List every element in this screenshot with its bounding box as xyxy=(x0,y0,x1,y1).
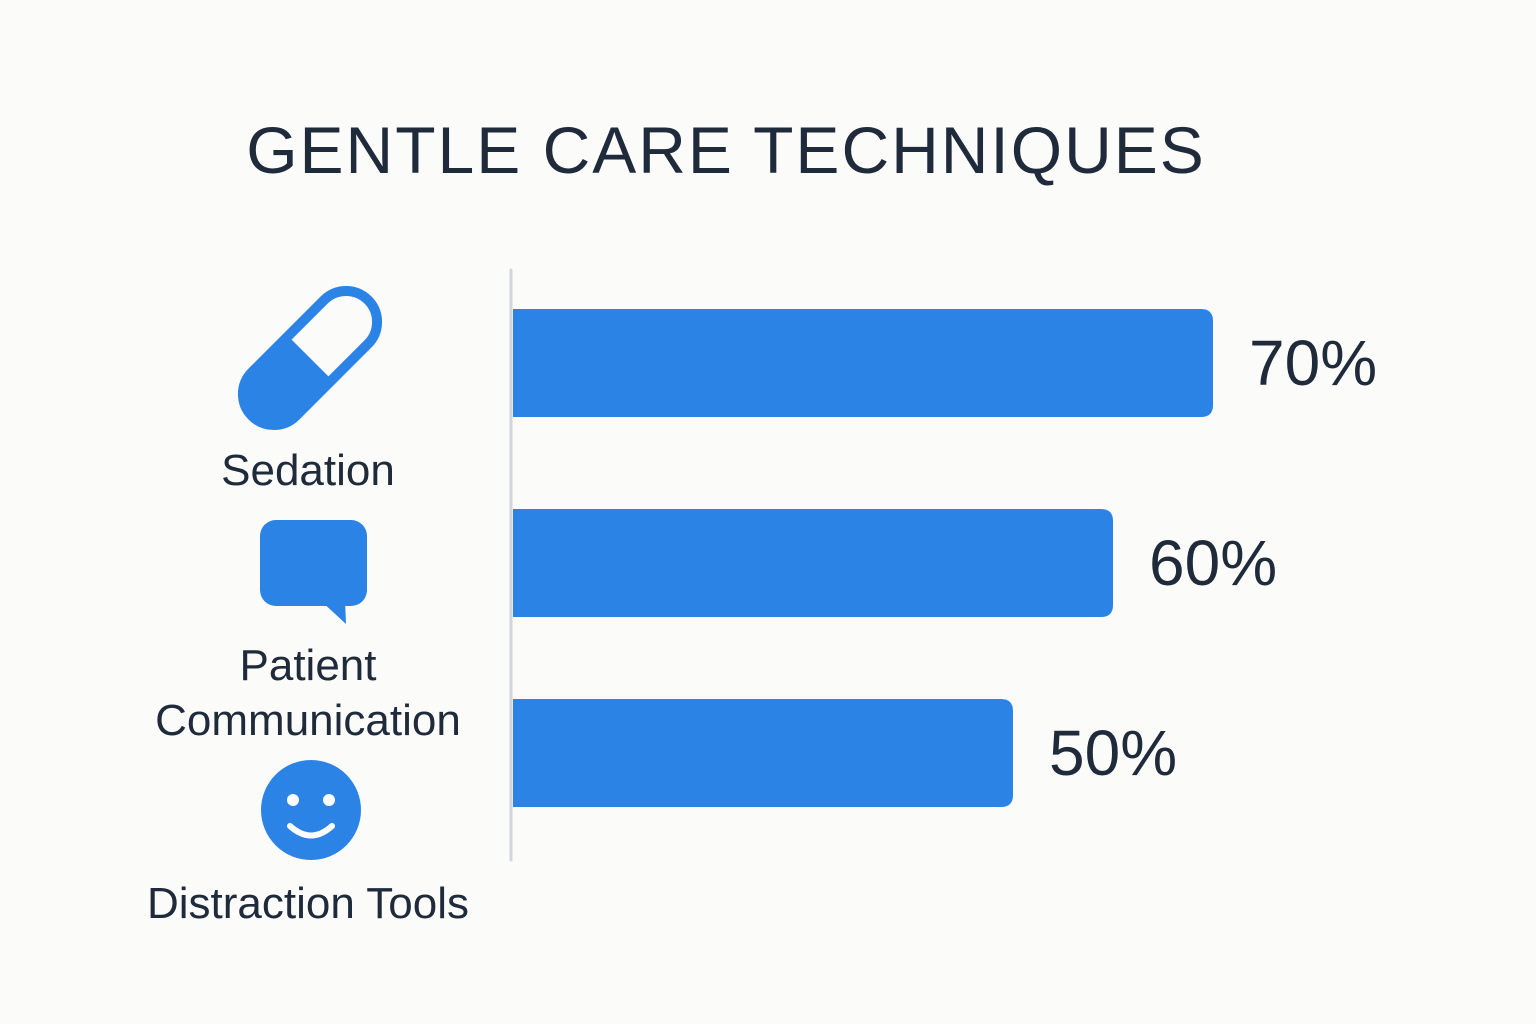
category-label: Sedation xyxy=(221,446,395,495)
value-labels-group: 70% 60% 50% xyxy=(1049,327,1377,789)
value-label: 60% xyxy=(1149,527,1277,599)
category-label: Patient xyxy=(240,641,377,690)
smiley-face-icon xyxy=(261,760,361,860)
category-label: Communication xyxy=(155,696,461,745)
bars-group xyxy=(513,309,1213,807)
bar xyxy=(513,309,1213,417)
bar xyxy=(513,509,1113,617)
category-labels-group: Sedation Patient Communication Distraction … xyxy=(147,446,469,928)
bar xyxy=(513,699,1013,807)
pill-capsule-icon xyxy=(237,285,383,431)
value-label: 70% xyxy=(1249,327,1377,399)
category-label: Distraction Tools xyxy=(147,879,469,928)
value-label: 50% xyxy=(1049,717,1177,789)
speech-bubble-icon xyxy=(260,520,367,624)
chart-title: GENTLE CARE TECHNIQUES xyxy=(246,113,1206,187)
